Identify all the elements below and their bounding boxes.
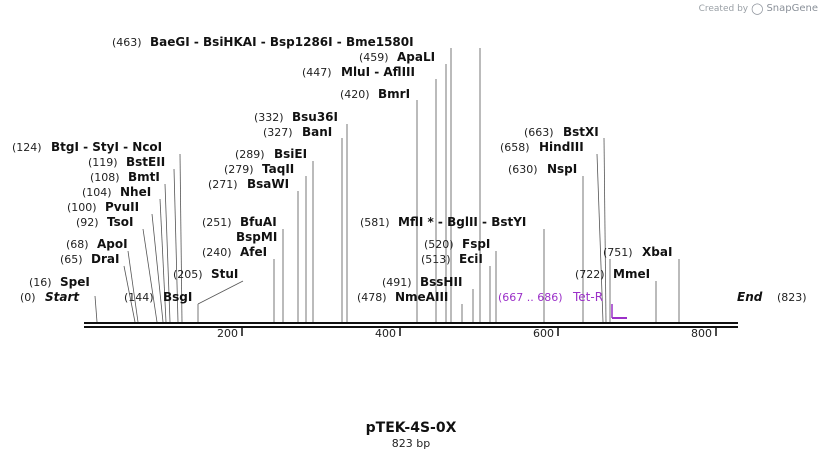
tick-label-400: 400 bbox=[375, 327, 396, 340]
site-name[interactable]: BstXI bbox=[563, 125, 599, 139]
site-name[interactable]: StuI bbox=[211, 267, 238, 281]
start-label: Start bbox=[45, 290, 80, 304]
tick-label-600: 600 bbox=[533, 327, 554, 340]
site-name[interactable]: BsiEI bbox=[274, 147, 307, 161]
site-name[interactable]: NmeAIII bbox=[395, 290, 448, 304]
site-name[interactable]: SpeI bbox=[60, 275, 90, 289]
site-name[interactable]: ApaLI bbox=[397, 50, 435, 64]
start-position: (0) bbox=[20, 291, 36, 304]
site-name[interactable]: EciI bbox=[459, 252, 483, 266]
site-pos: (240) bbox=[202, 246, 232, 259]
site-name[interactable]: BtgI - StyI - NcoI bbox=[51, 140, 162, 154]
site-pos: (289) bbox=[235, 148, 265, 161]
site-name[interactable]: BanI bbox=[302, 125, 332, 139]
site-pos: (16) bbox=[29, 276, 52, 289]
site-name[interactable]: FspI bbox=[462, 237, 490, 251]
site-name[interactable]: XbaI bbox=[642, 245, 672, 259]
site-pos: (251) bbox=[202, 216, 232, 229]
tick-label-800: 800 bbox=[691, 327, 712, 340]
site-name[interactable]: HindIII bbox=[539, 140, 584, 154]
site-pos: (751) bbox=[603, 246, 633, 259]
site-pos: (581) bbox=[360, 216, 390, 229]
site-name[interactable]: BssHII bbox=[420, 275, 462, 289]
site-name[interactable]: NheI bbox=[120, 185, 151, 199]
credit-brand: SnapGene bbox=[766, 3, 818, 14]
site-name[interactable]: BaeGI - BsiHKAI - Bsp1286I - Bme1580I bbox=[150, 35, 414, 49]
backbone-bottom-strand bbox=[84, 326, 738, 328]
site-name[interactable]: BmtI bbox=[128, 170, 160, 184]
site-pos: (119) bbox=[88, 156, 118, 169]
snapgene-logo-icon: ◯ bbox=[751, 2, 764, 15]
site-name[interactable]: Bsu36I bbox=[292, 110, 338, 124]
site-pos: (630) bbox=[508, 163, 538, 176]
site-name[interactable]: ApoI bbox=[97, 237, 128, 251]
site-pos: (722) bbox=[575, 268, 605, 281]
site-pos: (271) bbox=[208, 178, 238, 191]
site-pos: (205) bbox=[173, 268, 203, 281]
feature-name[interactable]: Tet-R bbox=[572, 290, 603, 304]
site-name[interactable]: TsoI bbox=[107, 215, 133, 229]
site-pos: (420) bbox=[340, 88, 370, 101]
snapgene-credit: Created by ◯ SnapGene bbox=[699, 2, 818, 15]
site-pos: (478) bbox=[357, 291, 387, 304]
site-name[interactable]: DraI bbox=[91, 252, 119, 266]
site-pos: (463) bbox=[112, 36, 142, 49]
plasmid-length: 823 bp bbox=[391, 437, 431, 450]
site-name[interactable]: MmeI bbox=[613, 267, 650, 281]
site-pos: (279) bbox=[224, 163, 254, 176]
site-pos: (520) bbox=[424, 238, 454, 251]
site-name[interactable]: MflI * - BglII - BstYI bbox=[398, 215, 526, 229]
site-pos: (100) bbox=[67, 201, 97, 214]
site-pos: (459) bbox=[359, 51, 389, 64]
site-pos: (92) bbox=[76, 216, 99, 229]
site-pos: (663) bbox=[524, 126, 554, 139]
site-pos: (65) bbox=[60, 253, 83, 266]
site-name[interactable]: NspI bbox=[547, 162, 577, 176]
site-name[interactable]: BspMI bbox=[236, 230, 277, 244]
site-pos: (124) bbox=[12, 141, 42, 154]
site-pos: (447) bbox=[302, 66, 332, 79]
site-pos: (327) bbox=[263, 126, 293, 139]
site-name[interactable]: MluI - AflIII bbox=[341, 65, 415, 79]
credit-prefix: Created by bbox=[698, 3, 749, 14]
site-pos: (104) bbox=[82, 186, 112, 199]
end-label: End bbox=[737, 290, 763, 304]
plasmid-name: pTEK-4S-0X bbox=[365, 420, 457, 436]
restriction-map: 200 400 600 800 (667 .. 686) Tet-R (0) S… bbox=[12, 35, 807, 340]
tick-label-200: 200 bbox=[217, 327, 238, 340]
end-position: (823) bbox=[777, 291, 807, 304]
site-name[interactable]: PvuII bbox=[105, 200, 139, 214]
backbone-top-strand bbox=[84, 322, 738, 324]
site-name[interactable]: BsaWI bbox=[247, 177, 289, 191]
site-pos: (144) bbox=[124, 291, 154, 304]
enzyme-site-labels: (463) BaeGI - BsiHKAI - Bsp1286I - Bme15… bbox=[12, 35, 672, 304]
site-connector-lines bbox=[94, 48, 680, 323]
site-pos: (513) bbox=[421, 253, 451, 266]
feature-range: (667 .. 686) bbox=[498, 291, 563, 304]
site-pos: (68) bbox=[66, 238, 89, 251]
site-pos: (658) bbox=[500, 141, 530, 154]
site-pos: (332) bbox=[254, 111, 284, 124]
site-pos: (491) bbox=[382, 276, 412, 289]
site-pos: (108) bbox=[90, 171, 120, 184]
scale-ticks: 200 400 600 800 bbox=[217, 327, 717, 340]
site-name[interactable]: BsgI bbox=[163, 290, 192, 304]
site-name[interactable]: BstEII bbox=[126, 155, 165, 169]
site-name[interactable]: TaqII bbox=[262, 162, 294, 176]
site-name[interactable]: AfeI bbox=[240, 245, 267, 259]
site-name[interactable]: BfuAI bbox=[240, 215, 277, 229]
site-name[interactable]: BmrI bbox=[378, 87, 410, 101]
